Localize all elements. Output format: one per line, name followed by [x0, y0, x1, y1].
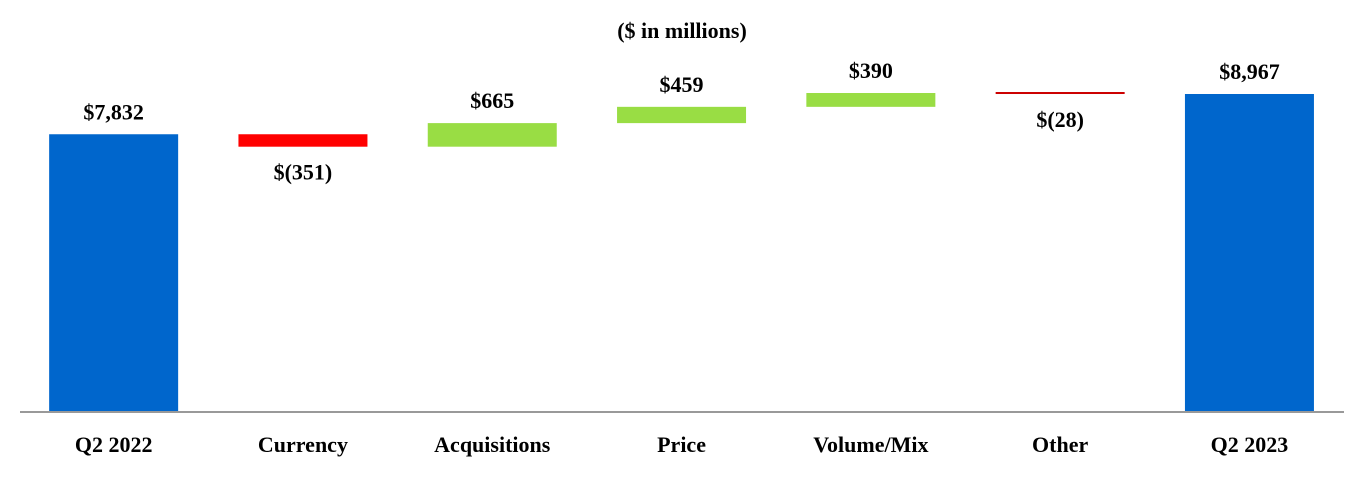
x-tick-label: Currency [258, 432, 348, 457]
bars-layer [49, 92, 1314, 412]
bar-q2-2022 [49, 134, 179, 412]
data-label: $(28) [1036, 107, 1084, 132]
data-label: $665 [470, 88, 514, 113]
data-label: $(351) [274, 160, 333, 185]
bar-volume-mix [806, 93, 936, 107]
x-tick-label: Q2 2022 [75, 432, 153, 457]
data-label: $7,832 [83, 99, 144, 124]
bar-q2-2023 [1184, 94, 1314, 412]
x-tick-label: Volume/Mix [813, 432, 928, 457]
bar-acquisitions [427, 123, 557, 147]
data-label: $8,967 [1219, 59, 1280, 84]
bar-currency [238, 134, 368, 147]
bar-price [617, 106, 747, 124]
x-tick-label: Acquisitions [434, 432, 551, 457]
labels-layer: $7,832 $(351) $665 $459 $390 $(28) $8,967 [83, 58, 1279, 185]
data-label: $390 [849, 58, 893, 83]
chart-subtitle: ($ in millions) [617, 18, 747, 43]
x-tick-label: Q2 2023 [1211, 432, 1289, 457]
data-label: $459 [660, 72, 704, 97]
bar-other [995, 92, 1125, 95]
x-tick-label: Other [1032, 432, 1088, 457]
ticks-layer: Q2 2022 Currency Acquisitions Price Volume/M… [75, 432, 1288, 457]
x-tick-label: Price [657, 432, 706, 457]
